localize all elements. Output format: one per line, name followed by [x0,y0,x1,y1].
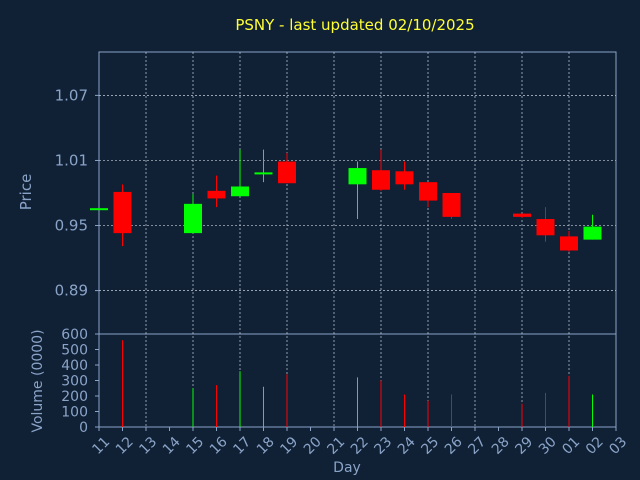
candle-body [207,190,226,199]
candle-body [184,203,202,234]
x-axis: 11 12 13 14 15 16 17 18 19 20 21 22 23 24 25 26 27 28 29 30… [89,427,630,458]
price-tick-label: 1.07 [55,86,88,104]
candle-body [90,208,108,211]
candle-body [395,171,414,185]
volume-tick-label: 100 [61,405,88,421]
candles [90,149,602,252]
candle-body [419,182,437,201]
volume-bars [122,340,593,427]
candle-body [278,161,296,184]
volume-tick-label: 0 [79,420,88,436]
candle-body [231,186,249,197]
y-axis-label: Price [17,174,35,211]
candle-body [442,193,461,217]
volume-axis-label: Volume (0000) [30,329,46,432]
candle-body [254,172,273,175]
volume-tick-label: 300 [61,374,88,390]
chart-title: PSNY - last updated 02/10/2025 [235,16,474,34]
volume-tick-label: 600 [61,327,88,343]
candle-body [583,226,602,240]
candle-body [513,213,531,217]
volume-tick-label: 500 [61,343,88,359]
volume-tick-label: 400 [61,358,88,374]
volume-tick-label: 200 [61,389,88,405]
candle-body [348,168,367,185]
candle-body [536,219,555,236]
x-axis-label: Day [333,460,361,476]
price-tick-label: 0.95 [55,217,88,235]
price-tick-label: 1.01 [55,151,88,169]
candle-body [113,191,132,234]
grid-lines [99,52,616,427]
candle-body [372,170,390,190]
price-tick-label: 0.89 [55,282,88,300]
price-axis: 0.89 0.95 1.01 1.07 [55,86,99,300]
candle-body [560,236,578,251]
